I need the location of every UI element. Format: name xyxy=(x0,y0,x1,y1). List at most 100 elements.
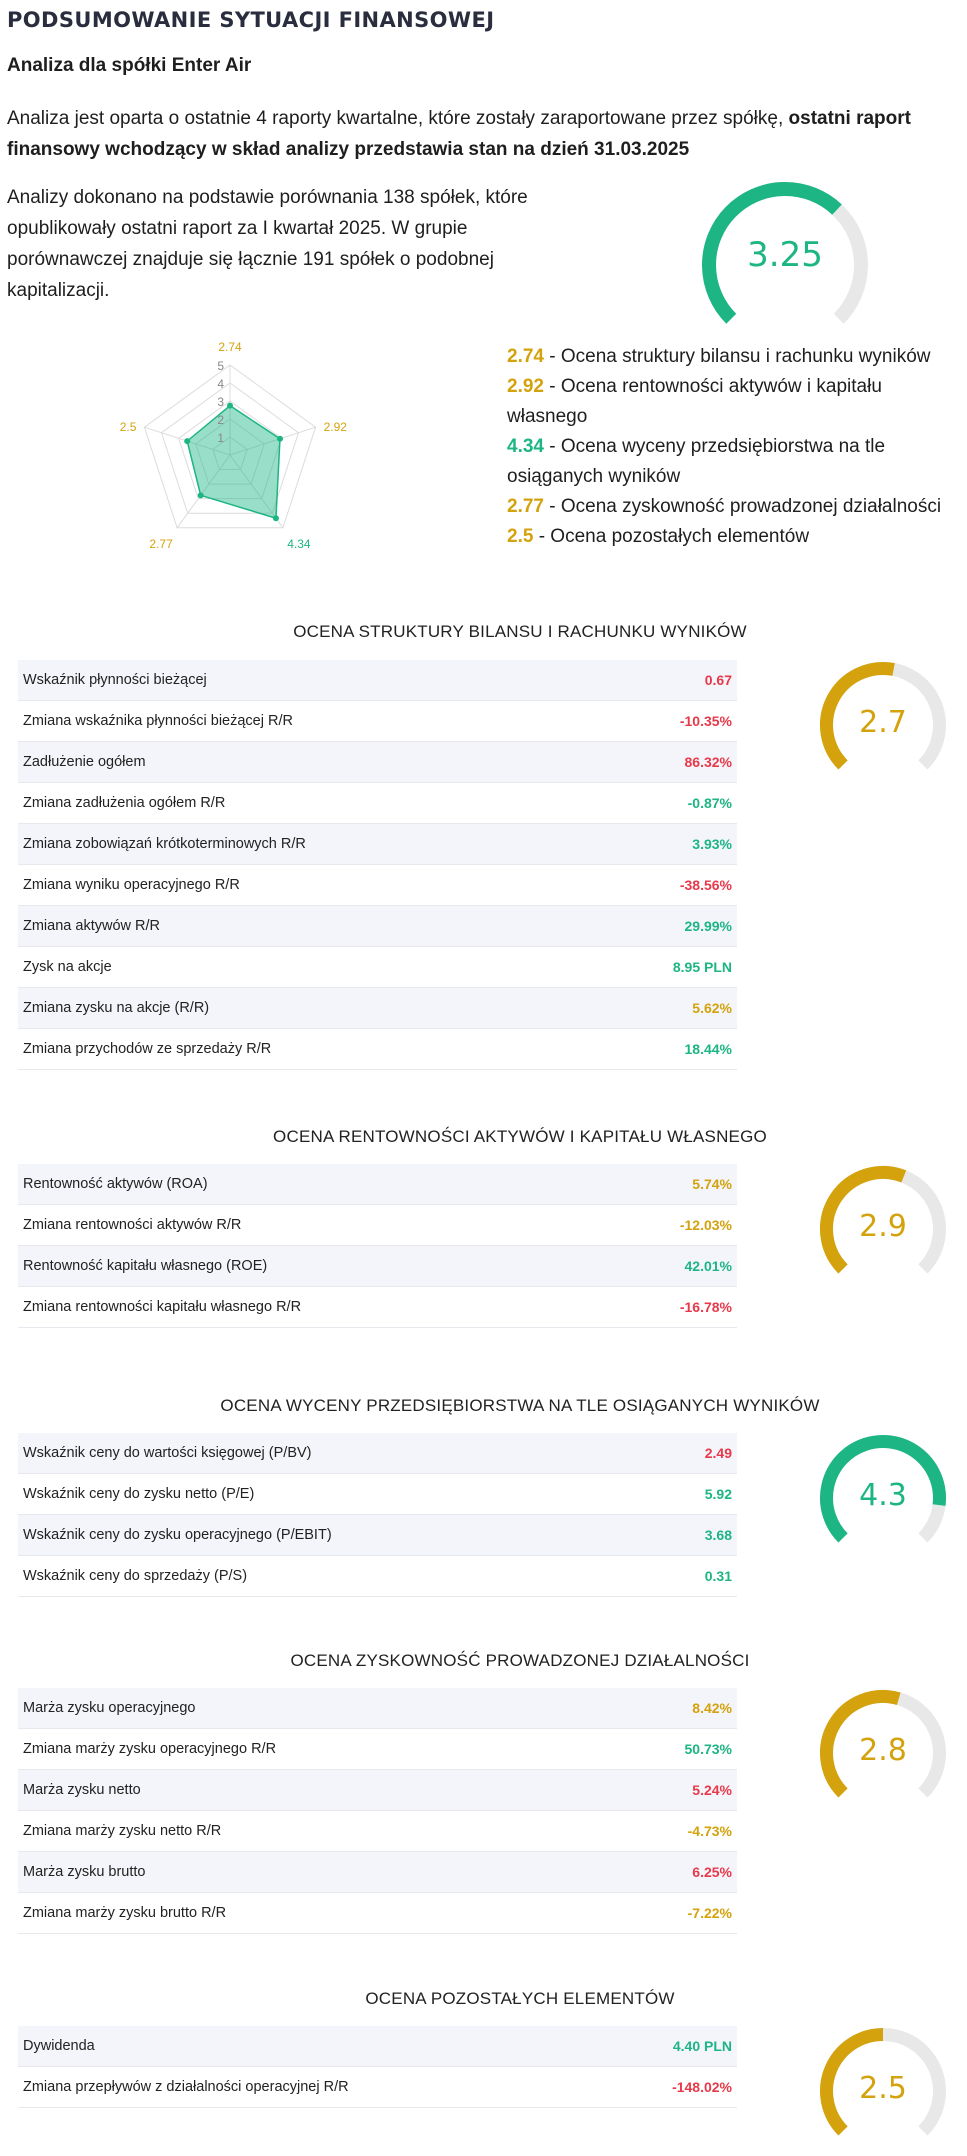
table-row: Wskaźnik płynności bieżącej 0.67 xyxy=(18,660,737,701)
row-label: Wskaźnik płynności bieżącej xyxy=(23,672,207,688)
legend-text: - Ocena wyceny przedsiębiorstwa na tle o… xyxy=(507,436,886,487)
section-gauge-arc xyxy=(820,662,946,770)
section-table: Wskaźnik ceny do wartości księgowej (P/B… xyxy=(18,1433,737,1597)
radar-data-area xyxy=(186,404,281,520)
row-value: 5.92 xyxy=(704,1486,732,1502)
page-subtitle: Analiza dla spółki Enter Air xyxy=(7,55,252,76)
row-label: Wskaźnik ceny do zysku operacyjnego (P/E… xyxy=(23,1527,332,1543)
section-title: Ocena zyskowność prowadzonej działalnośc… xyxy=(290,1651,750,1670)
row-value: 29.99% xyxy=(684,918,732,934)
row-label: Rentowność aktywów (ROA) xyxy=(23,1176,208,1192)
table-row: Dywidenda 4.40 PLN xyxy=(18,2026,737,2067)
gauge-fill xyxy=(820,1690,901,1798)
radar-grid xyxy=(143,364,317,529)
gauge-fill xyxy=(820,1166,907,1274)
legend-item: 2.5 - Ocena pozostałych elementów xyxy=(507,522,957,552)
radar-point xyxy=(227,402,233,409)
section-score-gauge: 2.5 xyxy=(818,2026,948,2156)
section-gauge-arc xyxy=(820,1166,946,1274)
row-label: Wskaźnik ceny do sprzedaży (P/S) xyxy=(23,1568,248,1584)
analysis-intro: Analiza jest oparta o ostatnie 4 raporty… xyxy=(7,103,957,165)
table-row: Zmiana zobowiązań krótkoterminowych R/R 3… xyxy=(18,824,737,865)
table-row: Zmiana rentowności kapitału własnego R/R… xyxy=(18,1287,737,1328)
row-label: Marża zysku operacyjnego xyxy=(23,1700,196,1716)
legend-text: - Ocena pozostałych elementów xyxy=(533,526,810,547)
radar-axis-label: 2.5 xyxy=(120,420,137,434)
table-row: Zadłużenie ogółem 86.32% xyxy=(18,742,737,783)
section-score-gauge: 2.7 xyxy=(818,660,948,790)
section-title: Ocena pozostałych elementów xyxy=(365,1989,675,2008)
row-value: 42.01% xyxy=(684,1258,732,1274)
row-label: Marża zysku netto xyxy=(23,1782,141,1798)
row-value: 0.31 xyxy=(704,1568,732,1584)
intro-text: Analiza jest oparta o ostatnie 4 raporty… xyxy=(7,108,789,129)
table-row: Wskaźnik ceny do sprzedaży (P/S) 0.31 xyxy=(18,1556,737,1597)
table-row: Zmiana aktywów R/R 29.99% xyxy=(18,906,737,947)
row-value: 3.68 xyxy=(704,1527,732,1543)
row-value: -10.35% xyxy=(679,713,732,729)
section-gauge-arc xyxy=(820,1435,946,1543)
table-row: Zmiana rentowności aktywów R/R -12.03% xyxy=(18,1205,737,1246)
row-label: Zmiana marży zysku netto R/R xyxy=(23,1823,222,1839)
radar-scale-label: 3 xyxy=(217,395,224,409)
row-value: 0.67 xyxy=(704,672,732,688)
overall-gauge-arc xyxy=(702,182,868,324)
row-label: Zmiana zadłużenia ogółem R/R xyxy=(23,795,226,811)
legend-score: 4.34 xyxy=(507,436,544,457)
table-row: Zmiana przychodów ze sprzedaży R/R 18.44% xyxy=(18,1029,737,1070)
section-title: Ocena struktury bilansu i rachunku wynik… xyxy=(293,622,747,641)
table-row: Marża zysku brutto 6.25% xyxy=(18,1852,737,1893)
section-table: Wskaźnik płynności bieżącej 0.67 Zmiana w… xyxy=(18,660,737,1070)
legend-text: - Ocena rentowności aktywów i kapitału w… xyxy=(507,376,882,427)
score-radar-chart: 1 2 3 4 5 2.74 2.92 4.34 2.77 2.5 xyxy=(120,340,348,551)
radar-scale-label: 4 xyxy=(217,377,224,391)
radar-spoke xyxy=(229,454,284,529)
section-score-gauge: 4.3 xyxy=(818,1433,948,1563)
row-label: Dywidenda xyxy=(23,2038,95,2054)
row-value: -16.78% xyxy=(679,1299,732,1315)
legend-score: 2.5 xyxy=(507,526,534,547)
gauge-fill xyxy=(820,1435,946,1543)
radar-point xyxy=(272,515,279,522)
legend-item: 2.77 - Ocena zyskowność prowadzonej dzia… xyxy=(507,492,957,522)
table-row: Zmiana wskaźnika płynności bieżącej R/R -… xyxy=(18,701,737,742)
row-value: 4.40 PLN xyxy=(672,2038,732,2054)
radar-grid-ring xyxy=(212,436,248,471)
legend-score: 2.74 xyxy=(507,346,544,367)
legend-score: 2.92 xyxy=(507,376,544,397)
table-row: Wskaźnik ceny do zysku netto (P/E) 5.92 xyxy=(18,1474,737,1515)
table-row: Zysk na akcje 8.95 PLN xyxy=(18,947,737,988)
row-value: -12.03% xyxy=(679,1217,732,1233)
overall-score-value: 3.25 xyxy=(747,235,823,275)
gauge-fill xyxy=(702,182,842,324)
row-label: Zmiana zobowiązań krótkoterminowych R/R xyxy=(23,836,306,852)
gauge-fill xyxy=(820,2028,884,2136)
radar-spoke xyxy=(229,426,316,456)
table-row: Wskaźnik ceny do wartości księgowej (P/B… xyxy=(18,1433,737,1474)
section-title: Ocena wyceny przedsiębiorstwa na tle osi… xyxy=(220,1396,820,1415)
table-row: Zmiana marży zysku netto R/R -4.73% xyxy=(18,1811,737,1852)
row-value: 2.49 xyxy=(704,1445,732,1461)
row-label: Zmiana aktywów R/R xyxy=(23,918,160,934)
table-row: Rentowność aktywów (ROA) 5.74% xyxy=(18,1164,737,1205)
row-value: 5.62% xyxy=(692,1000,732,1016)
section-score-gauge: 2.8 xyxy=(818,1688,948,1818)
row-value: 5.24% xyxy=(692,1782,732,1798)
row-value: -4.73% xyxy=(687,1823,732,1839)
row-value: 8.95 PLN xyxy=(672,959,732,975)
row-value: 86.32% xyxy=(684,754,732,770)
radar-point xyxy=(184,438,191,445)
row-label: Zmiana zysku na akcje (R/R) xyxy=(23,1000,210,1016)
legend-text: - Ocena struktury bilansu i rachunku wyn… xyxy=(543,346,931,367)
radar-axis-label: 2.92 xyxy=(324,420,348,434)
row-label: Zmiana przychodów ze sprzedaży R/R xyxy=(23,1041,272,1057)
section-score-value: 2.9 xyxy=(859,1209,907,1244)
table-row: Zmiana marży zysku operacyjnego R/R 50.73… xyxy=(18,1729,737,1770)
intro-bold-text: ostatni raport finansowy wchodzący w skł… xyxy=(7,108,911,160)
legend-item: 4.34 - Ocena wyceny przedsiębiorstwa na … xyxy=(507,432,957,492)
score-legend: 2.74 - Ocena struktury bilansu i rachunk… xyxy=(507,342,957,552)
row-label: Zmiana marży zysku brutto R/R xyxy=(23,1905,227,1921)
row-label: Zysk na akcje xyxy=(23,959,112,975)
section-table: Rentowność aktywów (ROA) 5.74% Zmiana ren… xyxy=(18,1164,737,1328)
row-value: 50.73% xyxy=(684,1741,732,1757)
